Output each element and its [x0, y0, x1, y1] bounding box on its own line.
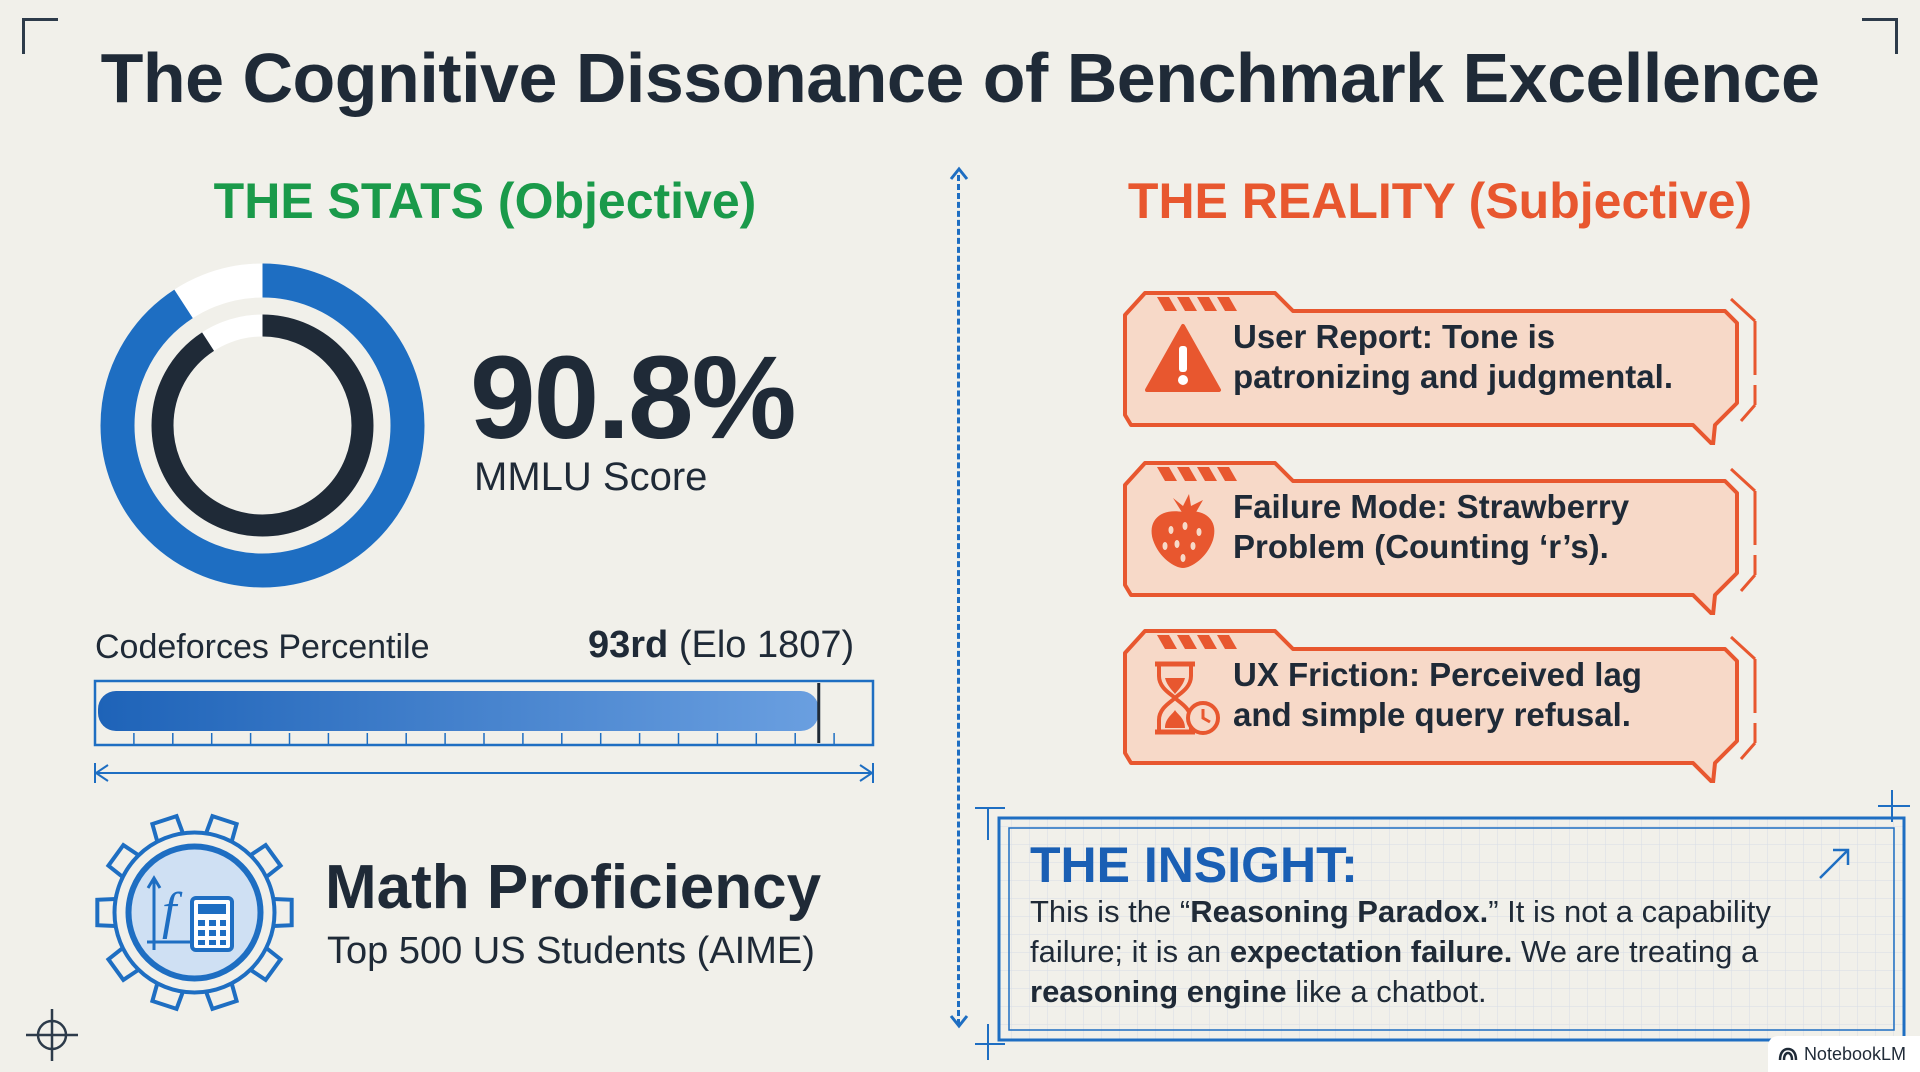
insight-text-3: We are treating a [1512, 934, 1759, 969]
reality-card-tone: User Report: Tone is patronizing and jud… [1115, 275, 1765, 445]
mmlu-score-value: 90.8% [470, 332, 797, 464]
reality-card-strawberry: Failure Mode: Strawberry Problem (Counti… [1115, 445, 1765, 615]
card-frame [1123, 461, 1757, 615]
reality-heading: THE REALITY (Subjective) [1127, 173, 1753, 229]
codeforces-bar-fill [98, 691, 819, 731]
gear-tooth [204, 813, 240, 843]
math-proficiency-title: Math Proficiency [325, 853, 822, 922]
mmlu-donut-chart [100, 263, 425, 588]
insight-text-2: ” It is not a capability failure; it is … [1030, 894, 1771, 969]
reality-card-text: User Report: Tone is patronizing and jud… [1233, 317, 1733, 397]
gear-tooth [149, 813, 185, 843]
card-frame [1123, 629, 1757, 783]
insight-text-1: This is the “ [1030, 894, 1191, 929]
mmlu-score-label: MMLU Score [474, 455, 708, 499]
page-title: The Cognitive Dissonance of Benchmark Ex… [100, 39, 1820, 117]
column-divider [957, 175, 961, 1025]
stats-heading: THE STATS (Objective) [213, 173, 757, 229]
mmlu-donut-inner-arc [151, 314, 374, 537]
reality-card-ux: UX Friction: Perceived lag and simple qu… [1115, 613, 1765, 783]
gear-tooth [149, 982, 185, 1012]
card-frame [1123, 291, 1757, 445]
gear-tooth [249, 842, 284, 879]
gear-tooth [249, 946, 284, 983]
insight-bold-1: Reasoning Paradox. [1190, 894, 1489, 929]
insight-bold-3: reasoning engine [1030, 974, 1287, 1009]
reality-card-text: Failure Mode: Strawberry Problem (Counti… [1233, 487, 1733, 567]
divider-arrow-down-icon [949, 1015, 969, 1029]
codeforces-value: 93rd (Elo 1807) [588, 624, 854, 667]
corner-mark-top-left [22, 18, 58, 54]
notebooklm-logo-icon [1778, 1047, 1798, 1061]
insight-text-4: like a chatbot. [1286, 974, 1487, 1009]
codeforces-progress-bar [93, 679, 875, 783]
gear-tooth [105, 842, 140, 879]
hourglass-clock-icon [1155, 661, 1220, 735]
codeforces-elo: (Elo 1807) [678, 624, 855, 666]
gear-tooth [273, 897, 294, 928]
insight-bold-2: expectation failure. [1229, 934, 1513, 969]
crosshair-icon [26, 1009, 78, 1061]
gear-function-calculator-icon: f [95, 813, 294, 1012]
math-proficiency-subtitle: Top 500 US Students (AIME) [327, 930, 815, 972]
reality-card-line-1: UX Friction: Perceived lag [1233, 656, 1642, 693]
gear-tooth [204, 982, 240, 1012]
insight-title: THE INSIGHT: [1030, 837, 1358, 893]
reality-card-line-2: Problem (Counting ‘r’s). [1233, 528, 1609, 565]
codeforces-label: Codeforces Percentile [95, 628, 430, 666]
reality-card-line-1: Failure Mode: Strawberry [1233, 488, 1630, 525]
reality-card-line-2: patronizing and judgmental. [1233, 358, 1673, 395]
strawberry-icon [1151, 494, 1215, 568]
reality-card-text: UX Friction: Perceived lag and simple qu… [1233, 655, 1733, 735]
insight-box-frame [975, 790, 1910, 1060]
reality-card-line-1: User Report: Tone is [1233, 318, 1556, 355]
notebooklm-badge[interactable]: NotebookLM [1767, 1036, 1920, 1072]
mmlu-donut-arc [100, 263, 425, 588]
divider-arrow-up-icon [949, 166, 969, 180]
corner-mark-top-right [1862, 18, 1898, 54]
gear-tooth [105, 946, 140, 983]
badge-label: NotebookLM [1803, 1043, 1906, 1064]
warning-triangle-icon [1145, 324, 1221, 392]
insight-body: This is the “Reasoning Paradox.” It is n… [1030, 892, 1860, 1012]
gear-tooth [95, 897, 116, 928]
codeforces-rank: 93rd [588, 624, 669, 666]
reality-card-line-2: and simple query refusal. [1233, 696, 1631, 733]
